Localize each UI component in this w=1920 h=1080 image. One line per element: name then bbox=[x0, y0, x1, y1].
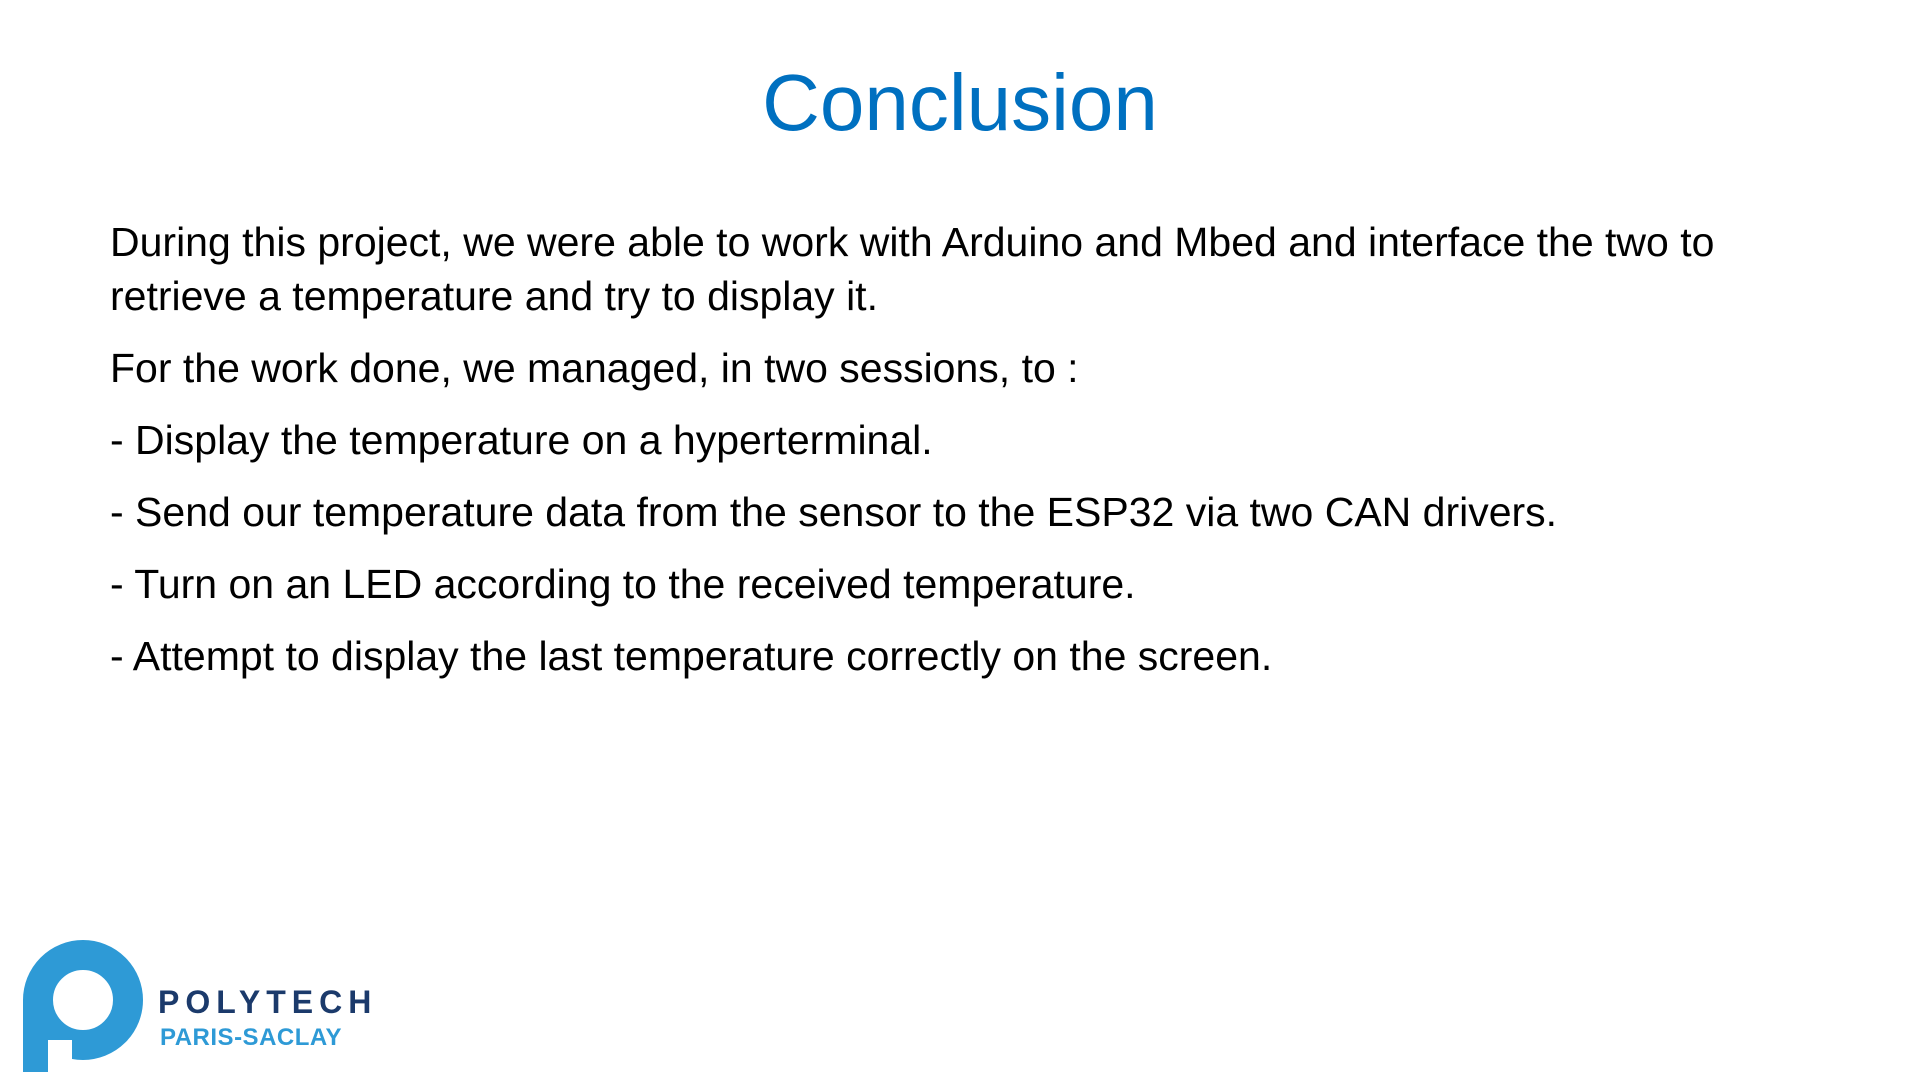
body-paragraph-intro: During this project, we were able to wor… bbox=[110, 219, 1715, 319]
slide-body: During this project, we were able to wor… bbox=[110, 215, 1810, 701]
body-paragraph-summary: For the work done, we managed, in two se… bbox=[110, 345, 1079, 391]
list-item: - Turn on an LED according to the receiv… bbox=[110, 561, 1136, 607]
polytech-logo: POLYTECH PARIS-SACLAY bbox=[18, 940, 438, 1080]
slide-title: Conclusion bbox=[762, 58, 1158, 147]
logo-subtitle: PARIS-SACLAY bbox=[160, 1024, 343, 1051]
list-item: - Send our temperature data from the sen… bbox=[110, 489, 1558, 535]
logo-wordmark: POLYTECH bbox=[158, 984, 378, 1020]
list-item: - Attempt to display the last temperatur… bbox=[110, 633, 1273, 679]
list-item: - Display the temperature on a hyperterm… bbox=[110, 417, 933, 463]
polytech-logo-icon bbox=[18, 940, 148, 1075]
